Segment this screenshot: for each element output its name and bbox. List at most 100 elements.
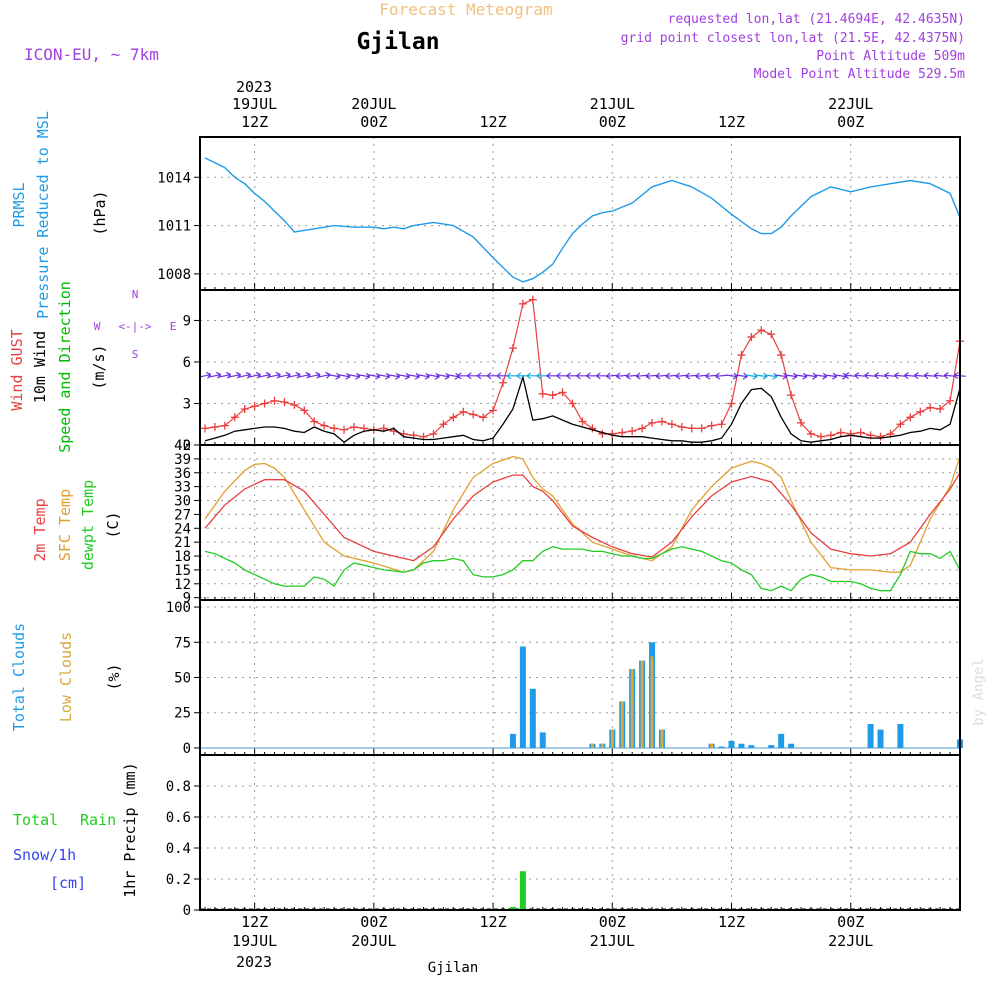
compass-n: N (132, 288, 139, 301)
gust-marker (250, 402, 259, 411)
y-tick-label: 0 (183, 741, 191, 757)
gust-marker (568, 399, 577, 408)
gust-marker (727, 399, 736, 408)
wind-unit: (m/s) (90, 344, 108, 389)
total-clouds-bar (748, 745, 755, 748)
top-date-label: 21JUL (590, 95, 635, 113)
y-tick-label: 1008 (157, 267, 191, 283)
bottom-hour-label: 00Z (599, 913, 626, 931)
arrow-shape (615, 372, 629, 380)
gust-marker (349, 423, 358, 432)
wind-line (204, 374, 961, 444)
arrow-shape (884, 372, 897, 380)
arrow-shape (923, 372, 937, 380)
bottom-hour-label: 12Z (241, 913, 268, 931)
y-tick-label: 0 (183, 438, 191, 454)
gust-marker (787, 391, 796, 400)
wind-direction-arrow (695, 372, 708, 380)
wind-direction-arrow (884, 372, 897, 380)
panel-frame (199, 136, 961, 291)
top-hour-label: 12Z (241, 113, 268, 131)
total-clouds-bar (539, 732, 546, 748)
bottom-date-label: 21JUL (590, 932, 635, 950)
low-clouds-bar (710, 743, 714, 748)
y-tick-label: 33 (174, 480, 191, 496)
temp-2m-line (204, 472, 961, 562)
gust-marker (578, 417, 587, 426)
low-clouds-bar (660, 729, 664, 748)
wind-direction-arrow (685, 372, 698, 380)
bottom-year-label: 2023 (236, 953, 272, 971)
total-clouds-bar (877, 729, 884, 748)
gust-marker (638, 424, 647, 433)
total-clouds-bar (867, 724, 874, 748)
gust-marker (797, 418, 806, 427)
y-tick-label: 24 (174, 521, 191, 537)
y-tick-label: 0.2 (166, 872, 191, 888)
gust-marker (240, 405, 249, 414)
y-tick-label: 21 (174, 535, 191, 551)
wind-direction-arrow (864, 372, 877, 380)
low-clouds-bar (640, 660, 644, 748)
wind-direction-arrow (894, 372, 907, 380)
wind-direction-arrow (913, 372, 927, 380)
arrow-shape (864, 372, 877, 380)
gust-marker (230, 413, 239, 422)
gust-marker (449, 413, 458, 422)
bottom-hour-label: 00Z (360, 913, 387, 931)
gust-marker (737, 351, 746, 360)
gust-marker (210, 423, 219, 432)
arrow-shape (625, 372, 639, 380)
gust-marker (548, 391, 557, 400)
y-tick-label: 9 (183, 591, 191, 607)
wind-gust-label: Wind GUST (8, 329, 26, 410)
top-hour-label: 00Z (599, 113, 626, 131)
grid-point-coords: grid point closest lon,lat (21.5E, 42.43… (621, 31, 965, 46)
temp-dewpt-line (204, 546, 961, 592)
top-hour-label: 12Z (480, 113, 507, 131)
total-clouds-bar (738, 743, 745, 748)
y-tick-label: 0 (183, 903, 191, 919)
arrow-shape (665, 372, 678, 380)
y-tick-label: 15 (174, 563, 191, 579)
gust-marker (826, 431, 835, 440)
y-tick-label: 6 (183, 355, 191, 371)
wind-direction-arrow (943, 372, 957, 380)
wind-direction-arrow (655, 372, 668, 380)
gust-marker (747, 333, 756, 342)
top-date-label: 20JUL (351, 95, 396, 113)
wind-direction-arrow (675, 372, 688, 380)
arrow-shape (874, 372, 887, 380)
gust-marker (757, 326, 766, 335)
wind-direction-arrow (605, 372, 619, 380)
top-date-label: 22JUL (828, 95, 873, 113)
wind-direction-arrow (903, 372, 917, 380)
low-clouds-bar (650, 656, 654, 748)
top-year-label: 2023 (236, 78, 272, 96)
y-tick-label: 0.8 (166, 779, 191, 795)
gust-marker (618, 428, 627, 437)
location-title: Gjilan (356, 29, 439, 55)
gust-marker (777, 351, 786, 360)
temp-dewpt-label: dewpt Temp (79, 480, 97, 570)
gust-marker (697, 424, 706, 433)
y-tick-label: 100 (166, 600, 191, 616)
watermark: by Angel (971, 658, 987, 725)
total-clouds-label: Total Clouds (10, 623, 28, 731)
compass-rose: <-|-> (118, 320, 151, 333)
gust-marker (320, 421, 329, 430)
top-hour-label: 00Z (360, 113, 387, 131)
bottom-date-label: 22JUL (828, 932, 873, 950)
bottom-hour-label: 12Z (718, 913, 745, 931)
wind-speed-dir-label: Speed and Direction (56, 281, 74, 453)
y-tick-label: 50 (174, 671, 191, 687)
low-clouds-bar (590, 743, 594, 748)
wind-direction-arrow (874, 372, 887, 380)
footer-location: Gjilan (428, 960, 479, 976)
arrow-shape (655, 372, 668, 380)
arrow-shape (913, 372, 927, 380)
temp-2m-label: 2m Temp (31, 498, 49, 561)
gust-marker (946, 396, 955, 405)
gust-marker (280, 398, 289, 407)
